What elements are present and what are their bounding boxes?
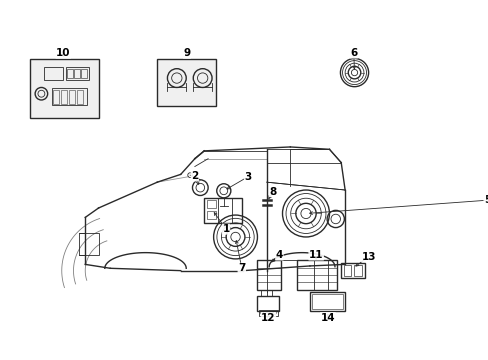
- Bar: [77, 90, 83, 104]
- Text: 4: 4: [275, 250, 283, 260]
- Bar: [341, 263, 364, 279]
- Text: 7: 7: [238, 263, 245, 273]
- Text: 3: 3: [244, 172, 251, 182]
- Text: 1: 1: [222, 224, 229, 234]
- Bar: [61, 90, 67, 104]
- Bar: [204, 198, 241, 223]
- Bar: [257, 261, 281, 290]
- Bar: [69, 90, 75, 104]
- Bar: [30, 59, 99, 118]
- Bar: [81, 69, 87, 78]
- Text: 5: 5: [483, 195, 488, 205]
- Text: 12: 12: [261, 312, 275, 323]
- Bar: [65, 67, 89, 80]
- Text: 9: 9: [183, 48, 190, 58]
- Bar: [67, 69, 73, 78]
- Bar: [259, 310, 277, 316]
- Bar: [79, 233, 99, 255]
- Text: 6: 6: [349, 48, 357, 58]
- Bar: [206, 211, 216, 219]
- Text: 11: 11: [308, 250, 323, 260]
- Text: 8: 8: [269, 186, 276, 197]
- Bar: [312, 294, 342, 309]
- Bar: [53, 90, 59, 104]
- Bar: [353, 265, 361, 276]
- Text: 14: 14: [320, 312, 335, 323]
- Bar: [157, 59, 216, 106]
- Bar: [74, 69, 80, 78]
- Text: 2: 2: [191, 171, 198, 181]
- Text: 13: 13: [361, 252, 375, 262]
- Bar: [206, 200, 216, 208]
- Text: 10: 10: [56, 48, 70, 58]
- Bar: [51, 88, 87, 105]
- Bar: [343, 265, 351, 276]
- Bar: [296, 261, 337, 290]
- Bar: [43, 67, 63, 80]
- Bar: [309, 292, 345, 311]
- Bar: [257, 296, 279, 311]
